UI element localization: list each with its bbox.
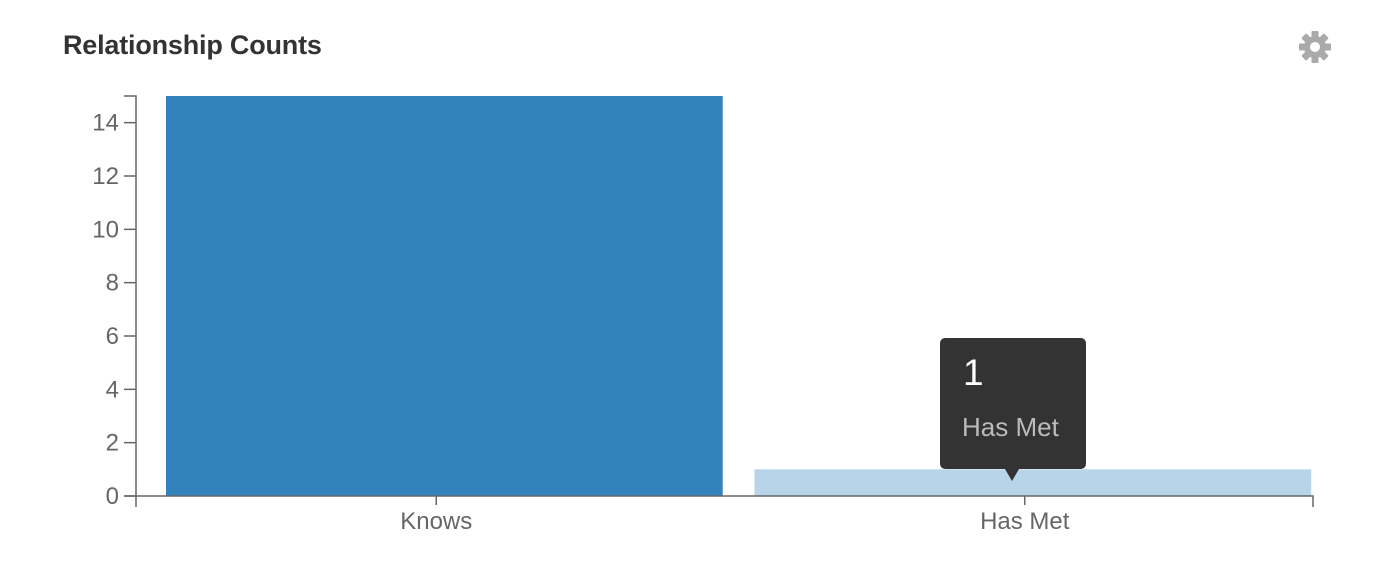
y-tick-label: 6 — [106, 323, 119, 350]
y-tick-label: 12 — [92, 163, 119, 190]
y-tick-label: 0 — [106, 483, 119, 510]
x-axis: Knows Has Met — [135, 495, 1314, 535]
bar-has-met[interactable] — [754, 469, 1312, 496]
tooltip-arrow — [1005, 469, 1019, 481]
x-axis-line — [135, 495, 1314, 507]
x-tick-label: Knows — [400, 508, 472, 535]
chart-title: Relationship Counts — [63, 30, 322, 60]
y-axis: 0 2 4 6 8 10 12 14 — [92, 95, 137, 510]
y-tick-label: 8 — [106, 270, 119, 297]
bars-group — [166, 96, 1312, 496]
tooltip: 1 Has Met — [940, 338, 1086, 481]
y-tick-label: 14 — [92, 110, 119, 137]
tooltip-label: Has Met — [962, 412, 1059, 442]
y-tick-label: 4 — [106, 376, 119, 403]
y-tick-label: 2 — [106, 430, 119, 457]
settings-button[interactable] — [1296, 28, 1334, 66]
gear-icon — [1299, 31, 1331, 63]
tooltip-value: 1 — [963, 352, 984, 393]
x-tick-label: Has Met — [980, 508, 1070, 535]
y-tick-label: 10 — [92, 216, 119, 243]
bar-knows[interactable] — [166, 96, 723, 496]
y-axis-line — [124, 95, 137, 497]
